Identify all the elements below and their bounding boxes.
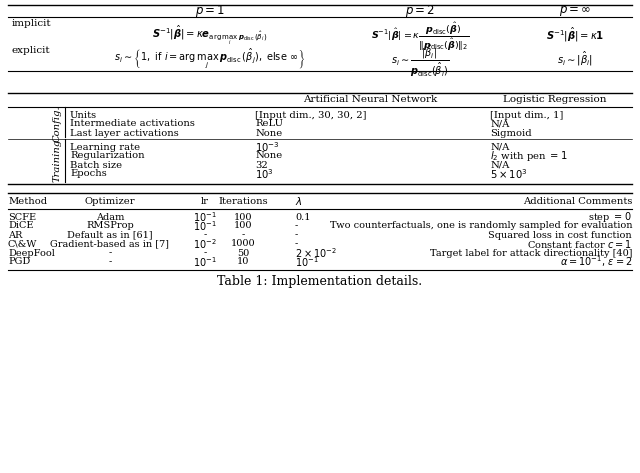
Text: 32: 32 [255, 160, 268, 169]
Text: Config.: Config. [52, 105, 61, 142]
Text: [Input dim., 30, 30, 2]: [Input dim., 30, 30, 2] [255, 111, 367, 120]
Text: DeepFool: DeepFool [8, 248, 55, 257]
Text: SCFE: SCFE [8, 212, 36, 221]
Text: Artificial Neural Network: Artificial Neural Network [303, 96, 437, 105]
Text: -: - [295, 230, 298, 239]
Text: Target label for attack directionality [40]: Target label for attack directionality [… [429, 248, 632, 257]
Text: $l_2$ with pen $= 1$: $l_2$ with pen $= 1$ [490, 149, 568, 163]
Text: $10^{3}$: $10^{3}$ [255, 167, 274, 181]
Text: RMSProp: RMSProp [86, 221, 134, 230]
Text: $\lambda$: $\lambda$ [295, 195, 303, 207]
Text: $10^{-1}$: $10^{-1}$ [295, 255, 319, 269]
Text: $2\times10^{-2}$: $2\times10^{-2}$ [295, 246, 337, 260]
Text: $\boldsymbol{S}^{-1}|\hat{\boldsymbol{\beta}}| = \kappa\dfrac{\boldsymbol{p}_{\m: $\boldsymbol{S}^{-1}|\hat{\boldsymbol{\b… [371, 21, 469, 53]
Text: $10^{-1}$: $10^{-1}$ [193, 210, 217, 224]
Text: Learning rate: Learning rate [70, 142, 140, 151]
Text: C\&W: C\&W [8, 239, 37, 248]
Text: 10: 10 [237, 257, 249, 266]
Text: -: - [108, 248, 111, 257]
Text: Iterations: Iterations [218, 196, 268, 205]
Text: Method: Method [8, 196, 47, 205]
Text: 100: 100 [234, 212, 252, 221]
Text: Training: Training [52, 139, 61, 182]
Text: 1000: 1000 [230, 239, 255, 248]
Text: Gradient-based as in [7]: Gradient-based as in [7] [51, 239, 170, 248]
Text: None: None [255, 129, 282, 138]
Text: ReLU: ReLU [255, 120, 283, 129]
Text: Regularization: Regularization [70, 151, 145, 160]
Text: -: - [241, 230, 244, 239]
Text: $10^{-2}$: $10^{-2}$ [193, 237, 217, 251]
Text: lr: lr [201, 196, 209, 205]
Text: $\alpha = 10^{-1},\, \varepsilon = 2$: $\alpha = 10^{-1},\, \varepsilon = 2$ [560, 254, 632, 270]
Text: Default as in [61]: Default as in [61] [67, 230, 153, 239]
Text: $p=1$: $p=1$ [195, 3, 225, 19]
Text: implicit: implicit [12, 19, 52, 28]
Text: $\boldsymbol{S}^{-1}|\hat{\boldsymbol{\beta}}| = \kappa\boldsymbol{e}_{\arg\max_: $\boldsymbol{S}^{-1}|\hat{\boldsymbol{\b… [152, 23, 268, 47]
Text: Intermediate activations: Intermediate activations [70, 120, 195, 129]
Text: Squared loss in cost function: Squared loss in cost function [488, 230, 632, 239]
Text: -: - [295, 239, 298, 248]
Text: Two counterfactuals, one is randomly sampled for evaluation: Two counterfactuals, one is randomly sam… [330, 221, 632, 230]
Text: explicit: explicit [12, 46, 51, 55]
Text: 0.1: 0.1 [295, 212, 310, 221]
Text: Last layer activations: Last layer activations [70, 129, 179, 138]
Text: step $= 0$: step $= 0$ [589, 210, 632, 224]
Text: Constant factor $c = 1$: Constant factor $c = 1$ [527, 238, 632, 250]
Text: N/A: N/A [490, 142, 509, 151]
Text: None: None [255, 151, 282, 160]
Text: $10^{-1}$: $10^{-1}$ [193, 255, 217, 269]
Text: $s_i \sim \dfrac{|\hat{\beta}_i|}{\boldsymbol{p}_{\mathrm{disc}}(\hat{\beta}_i)}: $s_i \sim \dfrac{|\hat{\beta}_i|}{\bolds… [391, 43, 449, 79]
Text: $s_i \sim \left\{1,\ \text{if }i{=}\arg\max_j\,\boldsymbol{p}_{\mathrm{disc}}(\h: $s_i \sim \left\{1,\ \text{if }i{=}\arg\… [115, 47, 306, 71]
Text: Logistic Regression: Logistic Regression [503, 96, 607, 105]
Text: $5 \times 10^{3}$: $5 \times 10^{3}$ [490, 167, 527, 181]
Text: -: - [108, 257, 111, 266]
Text: Table 1: Implementation details.: Table 1: Implementation details. [218, 274, 422, 288]
Text: Adam: Adam [96, 212, 124, 221]
Text: -: - [204, 248, 207, 257]
Text: N/A: N/A [490, 160, 509, 169]
Text: AR: AR [8, 230, 22, 239]
Text: PGD: PGD [8, 257, 30, 266]
Text: Sigmoid: Sigmoid [490, 129, 532, 138]
Text: Optimizer: Optimizer [84, 196, 135, 205]
Text: -: - [295, 221, 298, 230]
Text: $p=2$: $p=2$ [405, 3, 435, 19]
Text: N/A: N/A [490, 120, 509, 129]
Text: $p=\infty$: $p=\infty$ [559, 4, 591, 18]
Text: $s_i \sim |\hat{\beta}_i|$: $s_i \sim |\hat{\beta}_i|$ [557, 50, 593, 68]
Text: $10^{-3}$: $10^{-3}$ [255, 140, 280, 154]
Text: -: - [204, 230, 207, 239]
Text: [Input dim., 1]: [Input dim., 1] [490, 111, 563, 120]
Text: Additional Comments: Additional Comments [523, 196, 632, 205]
Text: Epochs: Epochs [70, 169, 107, 178]
Text: DiCE: DiCE [8, 221, 33, 230]
Text: 100: 100 [234, 221, 252, 230]
Text: Units: Units [70, 111, 97, 120]
Text: $\boldsymbol{S}^{-1}|\hat{\boldsymbol{\beta}}| = \kappa\mathbf{1}$: $\boldsymbol{S}^{-1}|\hat{\boldsymbol{\b… [546, 26, 604, 44]
Text: 50: 50 [237, 248, 249, 257]
Text: Batch size: Batch size [70, 160, 122, 169]
Text: $10^{-1}$: $10^{-1}$ [193, 219, 217, 233]
